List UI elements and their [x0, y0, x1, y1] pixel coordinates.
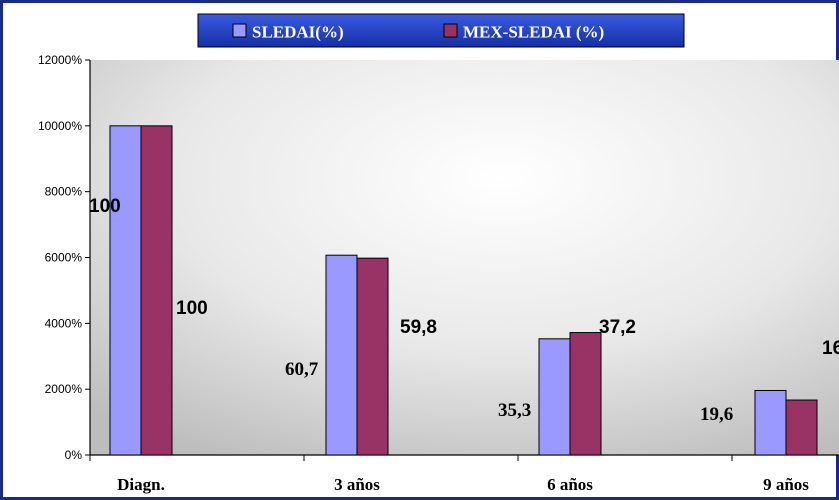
plot-area [90, 60, 839, 455]
data-label-sledai: 100 [89, 196, 121, 217]
legend-label-mex-sledai: MEX-SLEDAI (%) [463, 23, 604, 42]
bar-mex-sledai [356, 257, 389, 456]
bar-mex-sledai [569, 332, 602, 456]
legend-swatch-sledai [232, 23, 247, 38]
y-tick-label: 2000% [45, 382, 83, 396]
y-ticks: 0% 2000% 4000% 6000% 8000% 10000% 12000% [38, 53, 90, 462]
bar-sledai [538, 338, 571, 456]
x-tick-label: Diagn. [117, 475, 165, 494]
bars [109, 125, 818, 456]
y-tick-label: 12000% [38, 53, 82, 67]
y-tick-label: 8000% [45, 185, 83, 199]
bar-sledai [754, 389, 787, 456]
bar-mex-sledai [140, 125, 173, 456]
data-label-mex-sledai: 16,7 [822, 338, 839, 359]
x-tick-label: 6 años [547, 475, 593, 494]
data-label-mex-sledai: 100 [176, 298, 208, 319]
bar-mex-sledai [785, 399, 818, 456]
y-tick-label: 0% [65, 448, 83, 462]
x-tick-label: 9 años [763, 475, 809, 494]
data-label-mex-sledai: 59,8 [400, 317, 437, 338]
x-tick-label: 3 años [334, 475, 380, 494]
y-tick-label: 4000% [45, 316, 83, 330]
y-tick-label: 6000% [45, 251, 83, 265]
data-label-mex-sledai: 37,2 [599, 317, 636, 338]
legend-swatch-mex-sledai [443, 23, 458, 38]
legend-label-sledai: SLEDAI(%) [252, 23, 344, 42]
legend-box [197, 13, 685, 48]
bar-sledai [325, 254, 358, 456]
data-label-sledai: 19,6 [700, 404, 733, 425]
x-ticks: Diagn. 3 años 6 años 9 años [89, 455, 809, 494]
y-tick-label: 10000% [38, 119, 82, 133]
data-label-sledai: 60,7 [285, 359, 319, 380]
data-labels: 100 100 60,7 59,8 35,3 37,2 19,6 16,7 [89, 196, 839, 425]
legend: SLEDAI(%) MEX-SLEDAI (%) [197, 13, 685, 48]
bar-sledai [109, 125, 142, 456]
data-label-sledai: 35,3 [498, 400, 531, 421]
